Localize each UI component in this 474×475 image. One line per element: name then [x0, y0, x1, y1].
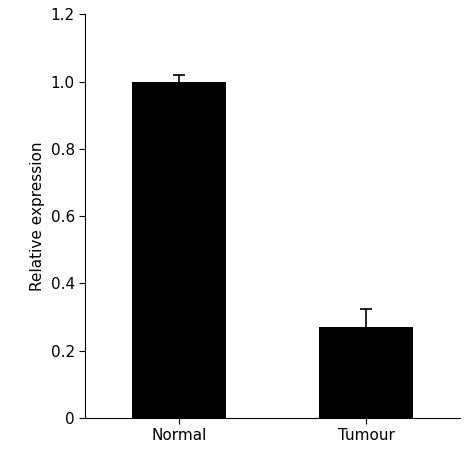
Bar [319, 327, 413, 418]
Y-axis label: Relative expression: Relative expression [30, 142, 45, 291]
Bar [132, 82, 226, 418]
